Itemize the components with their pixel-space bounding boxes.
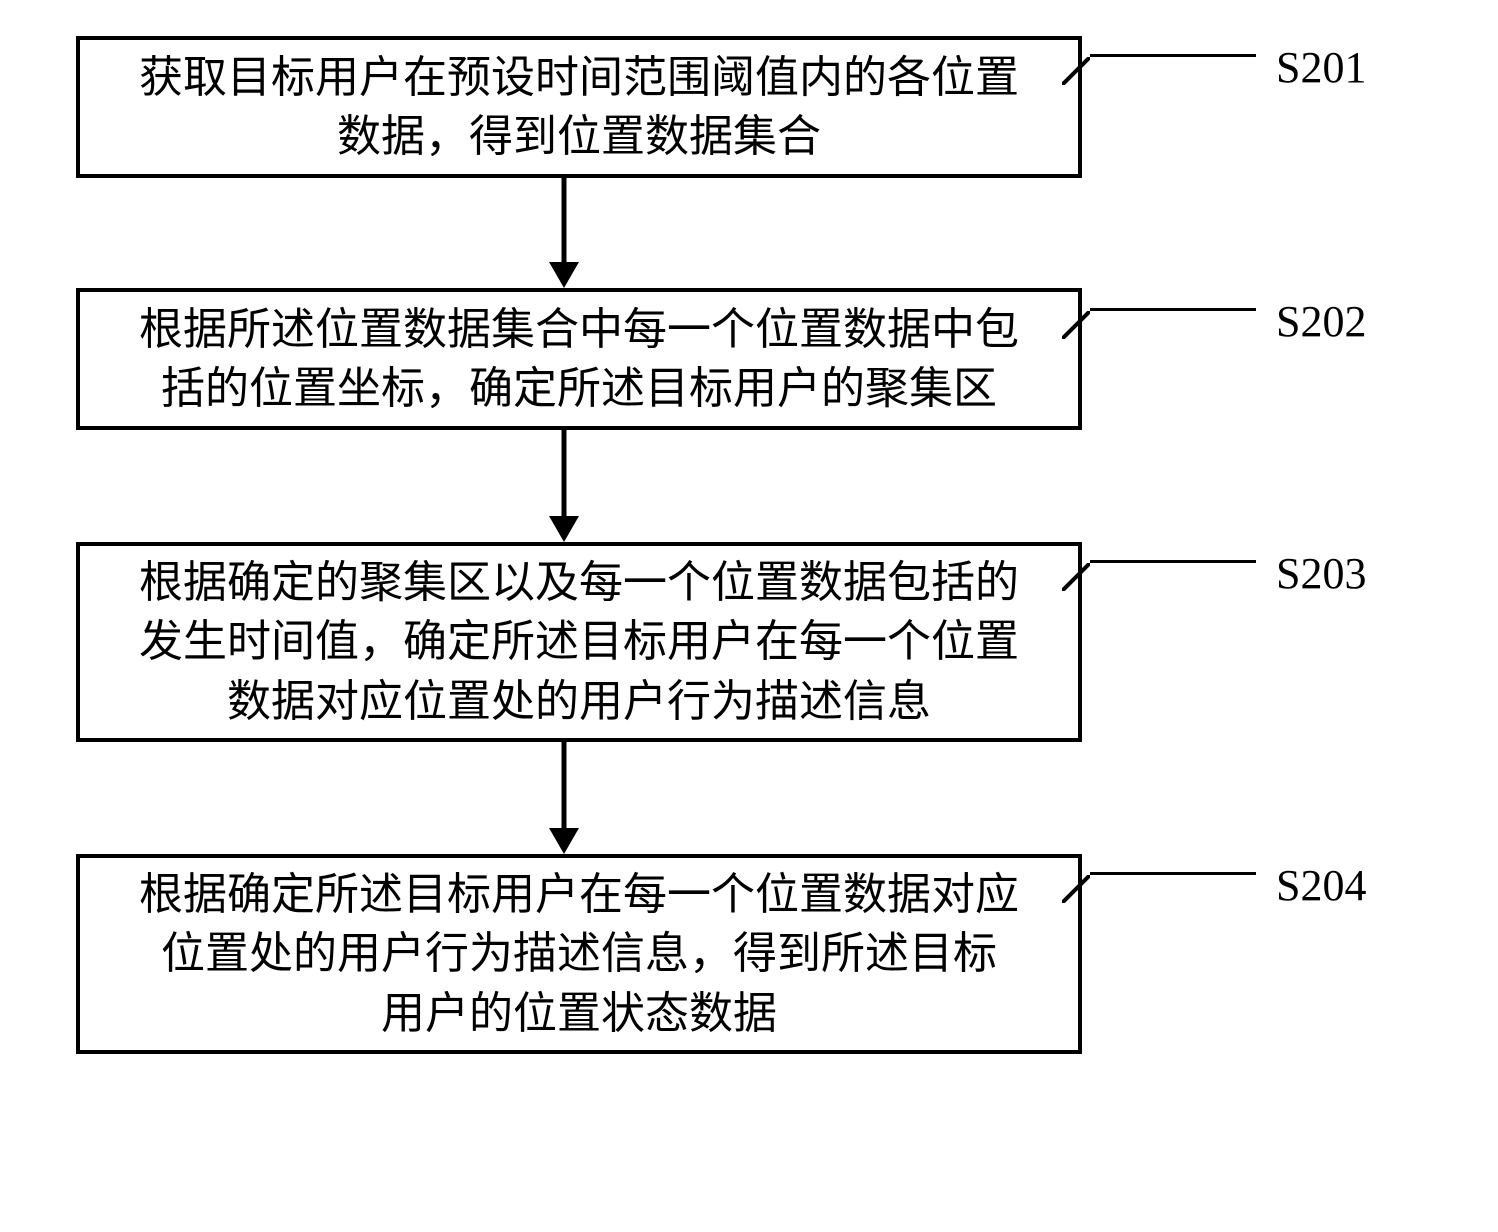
flow-node-s203: 根据确定的聚集区以及每一个位置数据包括的 发生时间值，确定所述目标用户在每一个位… <box>76 542 1082 742</box>
step-label-s204: S204 <box>1276 860 1366 911</box>
step-label-s201: S201 <box>1276 42 1366 93</box>
arrow-s203-s204 <box>544 742 584 854</box>
step-label-s202: S202 <box>1276 296 1366 347</box>
callout-s203 <box>1090 560 1256 563</box>
flow-node-s203-text: 根据确定的聚集区以及每一个位置数据包括的 发生时间值，确定所述目标用户在每一个位… <box>139 553 1019 731</box>
flow-node-s201: 获取目标用户在预设时间范围阈值内的各位置 数据，得到位置数据集合 <box>76 36 1082 178</box>
arrow-s201-s202 <box>544 178 584 288</box>
step-label-s203: S203 <box>1276 548 1366 599</box>
callout-s202-slash <box>1062 311 1090 339</box>
flow-node-s202: 根据所述位置数据集合中每一个位置数据中包 括的位置坐标，确定所述目标用户的聚集区 <box>76 288 1082 430</box>
callout-s204 <box>1090 872 1256 875</box>
flow-node-s204-text: 根据确定所述目标用户在每一个位置数据对应 位置处的用户行为描述信息，得到所述目标… <box>139 865 1019 1043</box>
callout-s202 <box>1090 308 1256 311</box>
flow-node-s201-text: 获取目标用户在预设时间范围阈值内的各位置 数据，得到位置数据集合 <box>139 48 1019 167</box>
callout-s203-slash <box>1062 563 1090 591</box>
callout-s201-slash <box>1062 57 1090 85</box>
arrow-s202-s203 <box>544 430 584 542</box>
callout-s201 <box>1090 54 1256 57</box>
callout-s204-slash <box>1062 875 1090 903</box>
flow-node-s202-text: 根据所述位置数据集合中每一个位置数据中包 括的位置坐标，确定所述目标用户的聚集区 <box>139 300 1019 419</box>
flowchart-canvas: 获取目标用户在预设时间范围阈值内的各位置 数据，得到位置数据集合 S201 根据… <box>0 0 1498 1232</box>
flow-node-s204: 根据确定所述目标用户在每一个位置数据对应 位置处的用户行为描述信息，得到所述目标… <box>76 854 1082 1054</box>
